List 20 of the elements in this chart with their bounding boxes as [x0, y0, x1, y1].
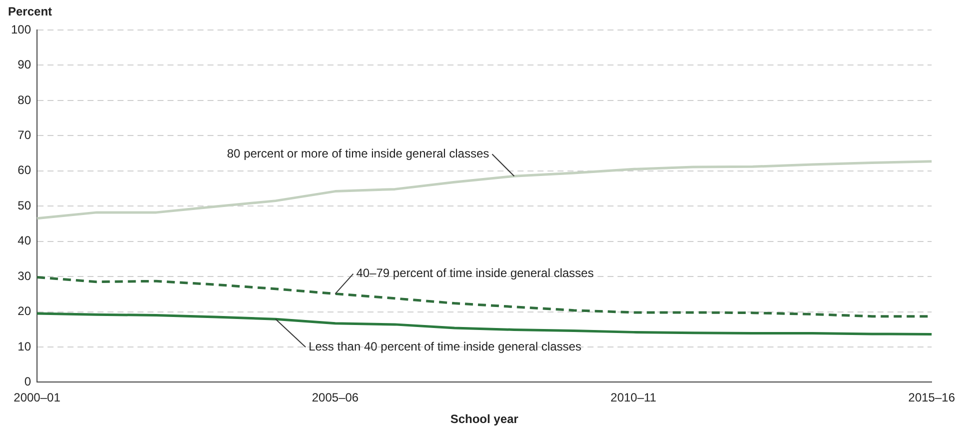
- y-axis-title: Percent: [8, 4, 52, 18]
- y-tick-label: 40: [18, 234, 32, 248]
- series-label: Less than 40 percent of time inside general classes: [308, 339, 582, 354]
- x-axis-title: School year: [450, 412, 519, 426]
- y-tick-label: 90: [18, 58, 32, 72]
- y-tick-label: 0: [24, 374, 32, 389]
- series-label: 80 percent or more of time inside general classes: [227, 146, 490, 160]
- y-tick-label: 100: [10, 22, 32, 36]
- y-tick-label: 60: [18, 163, 32, 178]
- x-tick-label: 2000–01: [14, 390, 61, 405]
- x-tick-label: 2010–11: [610, 390, 657, 405]
- y-tick-label: 30: [18, 268, 32, 283]
- y-tick-label: 20: [18, 304, 32, 318]
- series-label: 40–79 percent of time inside general classes: [356, 266, 594, 280]
- x-tick-label: 2005–06: [312, 390, 359, 405]
- y-tick-label: 70: [18, 128, 32, 142]
- y-tick-label: 80: [18, 92, 32, 107]
- y-tick-label: 50: [18, 198, 32, 212]
- x-tick-label: 2015–16: [908, 390, 956, 405]
- y-tick-label: 10: [18, 339, 32, 354]
